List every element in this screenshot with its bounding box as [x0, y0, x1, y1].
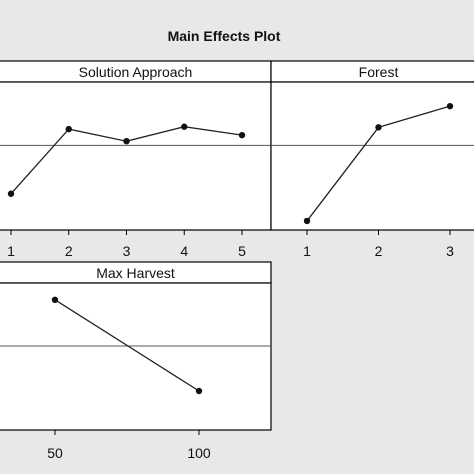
data-point-2-2 — [375, 124, 382, 131]
data-point-2-3 — [446, 102, 454, 110]
panel-title-3: Max Harvest — [96, 265, 175, 281]
figure-title: Main Effects Plot — [168, 28, 281, 44]
data-point-1-4 — [181, 123, 188, 130]
x-tick-label-1-2: 2 — [65, 243, 73, 259]
panel-3: Max Harvest 50 100 — [0, 261, 272, 461]
panel-1: Solution Approach 1 2 3 4 5 — [0, 60, 272, 259]
data-point-1-5 — [238, 131, 246, 139]
x-tick-label-1-3: 3 — [123, 243, 131, 259]
x-tick-label-1-1: 1 — [7, 243, 15, 259]
plot-area-2 — [270, 81, 474, 231]
x-tick-label-2-1: 1 — [303, 243, 311, 259]
panel-title-1: Solution Approach — [79, 64, 193, 80]
data-point-3-50 — [51, 296, 59, 303]
x-tick-label-1-5: 5 — [238, 243, 246, 259]
series-line-3 — [54, 299, 200, 392]
plot-area-1 — [0, 81, 272, 231]
panel-2: Forest 1 2 3 — [270, 60, 474, 259]
panel-title-2: Forest — [359, 64, 399, 80]
plot-area-3 — [0, 282, 272, 431]
data-point-3-100 — [195, 387, 203, 395]
panels-group: Solution Approach 1 2 3 4 5 Forest 1 2 3 Max Harve… — [0, 60, 474, 461]
data-point-1-3 — [123, 138, 130, 145]
x-tick-label-1-4: 4 — [180, 243, 188, 259]
x-tick-label-2-3: 3 — [446, 243, 454, 259]
x-tick-label-3-50: 50 — [47, 445, 63, 461]
data-point-2-1 — [303, 217, 311, 225]
x-tick-label-3-100: 100 — [187, 445, 211, 461]
data-point-1-1 — [7, 190, 15, 197]
x-tick-label-2-2: 2 — [375, 243, 383, 259]
data-point-1-2 — [65, 125, 72, 133]
